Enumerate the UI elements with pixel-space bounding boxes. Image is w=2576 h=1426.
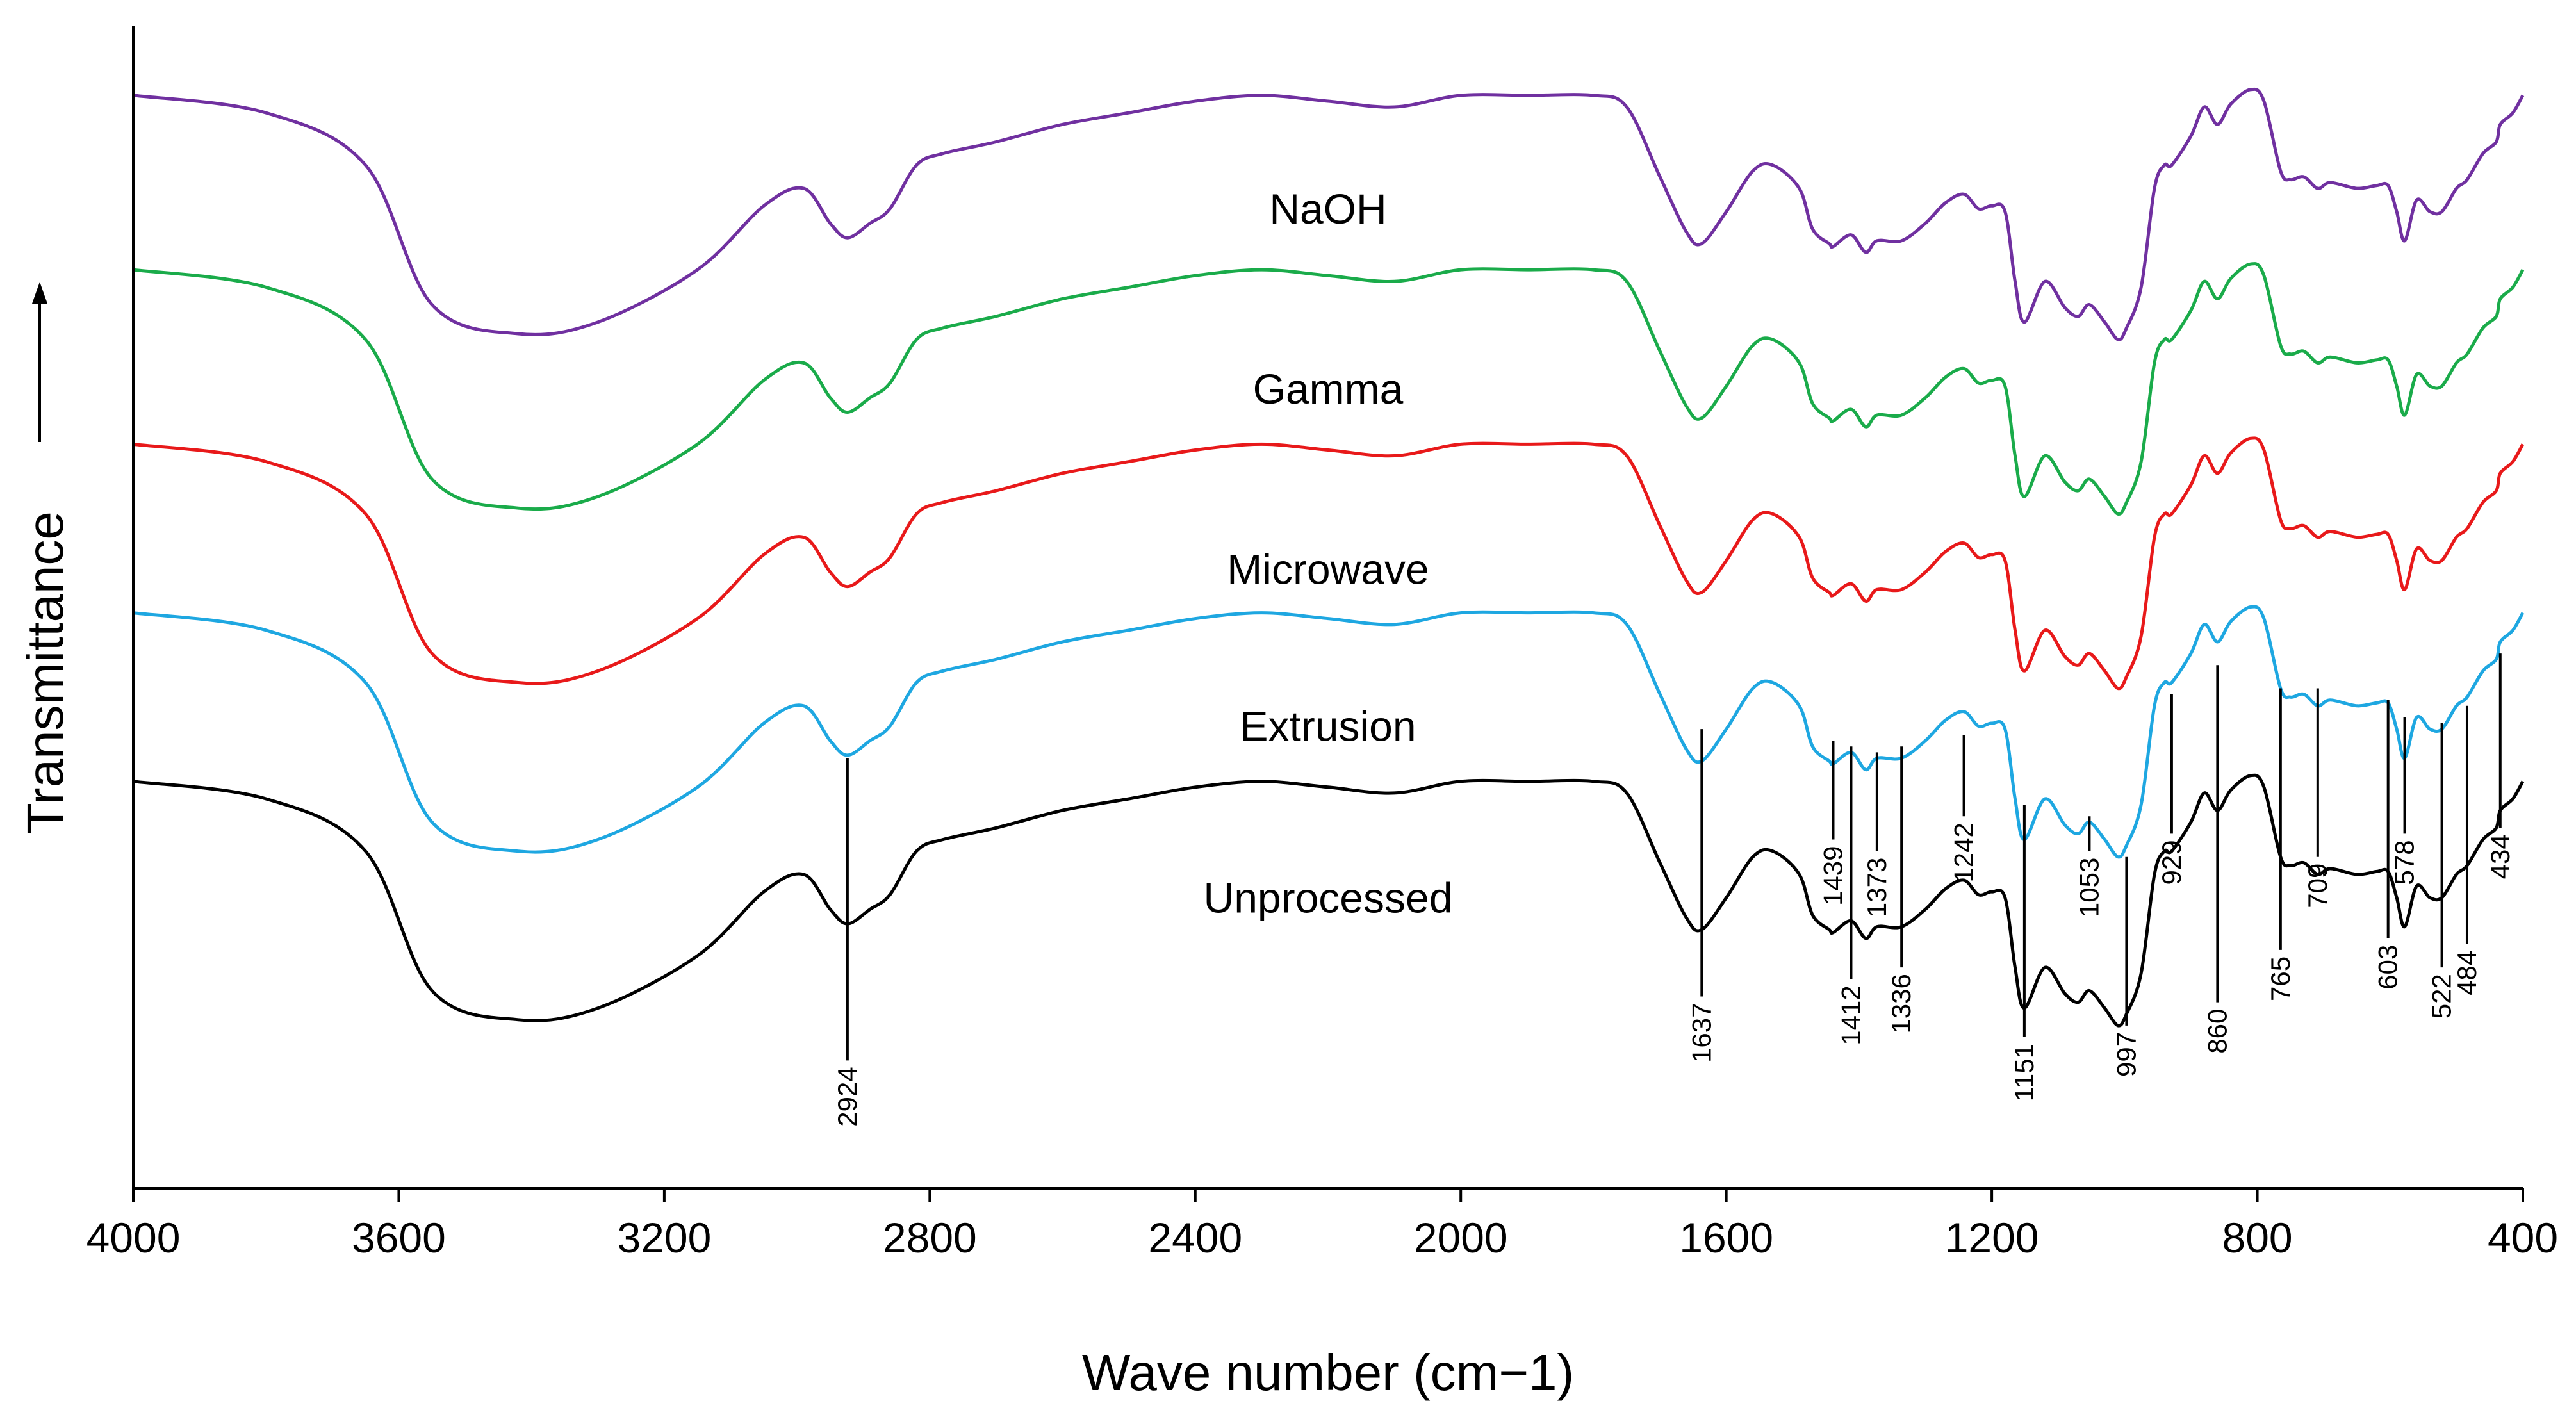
x-tick-label-3200: 3200 [617,1214,711,1261]
x-tick-label-2000: 2000 [1414,1214,1508,1261]
y-axis-title: Transmittance [17,511,74,834]
peak-label-765: 765 [2265,956,2295,1001]
peak-label-603: 603 [2373,945,2403,990]
series-line-unprocessed [133,773,2525,1028]
peak-label-997: 997 [2111,1032,2141,1077]
x-tick-label-2400: 2400 [1148,1214,1242,1261]
x-ticks: 4000 3600 3200 2800 2400 2000 1600 1200 800 400 [86,1188,2558,1261]
peak-label-group-1151: 1151 [2009,1044,2039,1101]
series-label-unprocessed: Unprocessed [1204,874,1453,921]
peak-label-group-765: 765 [2265,956,2295,1001]
peak-label-2924: 2924 [832,1067,862,1126]
series-label-naoh: NaOH [1269,185,1386,233]
arrow-head-icon [32,282,47,304]
peak-label-group-1242: 1242 [1949,823,1979,882]
peak-label-929: 929 [2156,840,2186,885]
peak-label-group-860: 860 [2202,1009,2232,1054]
peak-label-group-484: 484 [2452,951,2482,996]
peak-label-484: 484 [2452,951,2482,996]
series-label-microwave: Microwave [1227,546,1429,593]
peak-label-1336: 1336 [1886,974,1916,1033]
peak-label-434: 434 [2485,834,2515,879]
x-tick-label-400: 400 [2488,1214,2558,1261]
y-axis-arrow [32,282,47,442]
peak-label-1412: 1412 [1836,985,1866,1045]
peak-label-860: 860 [2202,1009,2232,1054]
peak-label-group-1053: 1053 [2074,858,2104,917]
peak-label-709: 709 [2302,864,2333,908]
peak-label-578: 578 [2390,840,2420,885]
x-tick-label-800: 800 [2222,1214,2292,1261]
x-tick-label-1200: 1200 [1945,1214,2039,1261]
x-tick-label-2800: 2800 [883,1214,977,1261]
x-tick-label-1600: 1600 [1679,1214,1773,1261]
peak-label-1637: 1637 [1686,1003,1716,1063]
peak-label-1242: 1242 [1949,823,1979,882]
peak-label-group-1373: 1373 [1862,858,1892,917]
peak-label-group-997: 997 [2111,1032,2141,1077]
x-axis-title: Wave number (cm−1) [1082,1344,1574,1401]
series-label-extrusion: Extrusion [1240,703,1416,750]
peak-label-group-709: 709 [2302,864,2333,908]
y-axis-title-group: Transmittance [17,511,74,834]
series-line-extrusion [133,605,2525,859]
peak-label-522: 522 [2427,974,2457,1019]
peak-label-1151: 1151 [2009,1044,2039,1101]
peak-label-1373: 1373 [1862,858,1892,917]
series-label-gamma: Gamma [1253,365,1404,413]
peak-label-group-603: 603 [2373,945,2403,990]
series-layer: NaOH Gamma Microwave Extrusion Unprocessed [133,87,2525,1028]
x-tick-label-4000: 4000 [86,1214,181,1261]
peak-label-1439: 1439 [1818,846,1848,906]
peak-label-group-1412: 1412 [1836,985,1866,1045]
series-line-naoh [133,87,2525,341]
series-line-microwave [133,436,2525,691]
x-tick-label-3600: 3600 [352,1214,446,1261]
peak-markers: 2924 1637 1439 1412 1373 1336 1242 1151 1053 997 9… [832,653,2515,1127]
axes [132,26,2523,1190]
peak-label-group-929: 929 [2156,840,2186,885]
peak-label-group-578: 578 [2390,840,2420,885]
peak-label-group-1637: 1637 [1686,1003,1716,1063]
peak-label-1053: 1053 [2074,858,2104,917]
peak-label-group-522: 522 [2427,974,2457,1019]
series-line-gamma [133,262,2525,516]
peak-label-group-1336: 1336 [1886,974,1916,1033]
peak-label-group-434: 434 [2485,834,2515,879]
peak-label-group-1439: 1439 [1818,846,1848,906]
peak-label-group-2924: 2924 [832,1067,862,1126]
